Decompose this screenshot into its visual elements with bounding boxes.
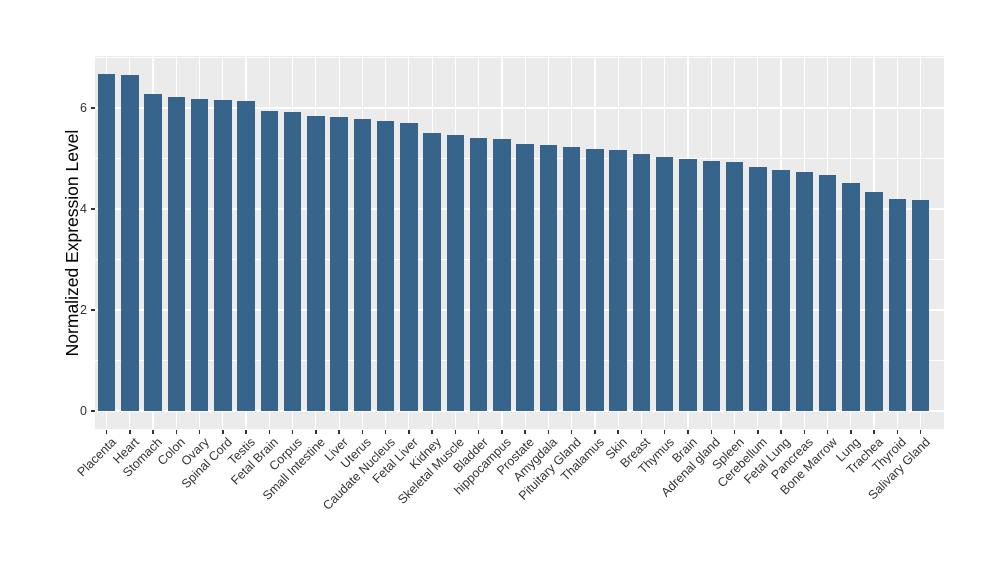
x-tick-mark [291, 429, 294, 434]
x-tick-mark [198, 429, 201, 434]
x-tick-mark [454, 429, 457, 434]
x-tick-mark [710, 429, 712, 434]
x-tick-mark [640, 429, 643, 434]
x-tick-mark [733, 429, 736, 434]
bar [423, 132, 441, 411]
bar [167, 97, 186, 411]
bar [516, 144, 534, 411]
bar [609, 150, 627, 411]
x-tick-mark [152, 429, 154, 434]
bar [97, 74, 116, 411]
x-tick-mark [570, 429, 573, 434]
x-tick-mark [617, 429, 619, 434]
bar [446, 135, 465, 411]
y-tick-mark [90, 107, 95, 109]
y-tick-label: 0 [80, 404, 87, 418]
x-tick-mark [245, 429, 247, 434]
bar [237, 100, 255, 411]
x-tick-mark [105, 429, 108, 434]
x-tick-mark [408, 429, 410, 434]
x-tick-mark [524, 429, 526, 434]
x-tick-mark [431, 429, 433, 434]
x-tick-mark [384, 429, 387, 434]
bar [469, 138, 488, 411]
x-tick-mark [919, 429, 922, 434]
plot-panel [95, 56, 944, 429]
bar [655, 157, 674, 411]
bar [679, 158, 697, 411]
x-tick-mark [501, 429, 503, 434]
y-tick-mark [90, 309, 95, 311]
x-tick-mark [687, 429, 689, 434]
x-tick-mark [757, 429, 759, 434]
bar [586, 149, 604, 411]
major-gridline [95, 410, 944, 412]
major-gridline [95, 107, 944, 109]
x-tick-mark [780, 429, 782, 434]
x-tick-mark [268, 429, 271, 434]
x-tick-mark [850, 429, 852, 434]
bar [888, 198, 907, 411]
x-tick-mark [594, 429, 596, 434]
x-tick-mark [477, 429, 480, 434]
bar [307, 116, 325, 411]
bar [795, 172, 814, 411]
bar [911, 200, 930, 411]
bar [376, 121, 395, 411]
bar [818, 175, 837, 411]
bar [144, 94, 162, 411]
bar [562, 146, 581, 411]
y-tick-mark [90, 410, 95, 412]
x-tick-mark [338, 429, 340, 434]
x-tick-mark [873, 429, 875, 434]
x-tick-mark [896, 429, 899, 434]
bar [330, 117, 348, 411]
y-tick-label: 4 [80, 202, 87, 216]
x-tick-mark [129, 429, 131, 434]
x-tick-mark [222, 429, 224, 434]
bar [865, 191, 883, 411]
x-tick-mark [175, 429, 178, 434]
bar [842, 183, 860, 411]
x-tick-mark [803, 429, 806, 434]
bar [632, 153, 651, 411]
x-tick-mark [547, 429, 550, 434]
x-tick-mark [826, 429, 829, 434]
bar [353, 118, 372, 411]
bar [400, 122, 418, 411]
bar [260, 111, 279, 411]
bar [539, 144, 558, 411]
x-tick-mark [663, 429, 666, 434]
bar [749, 167, 767, 411]
y-tick-label: 6 [80, 101, 87, 115]
bar [493, 139, 511, 411]
bar [772, 169, 790, 411]
bar [214, 100, 232, 411]
bar [702, 161, 720, 411]
bar [121, 75, 139, 411]
bar [725, 161, 744, 411]
bar [283, 112, 302, 411]
x-tick-mark [315, 429, 317, 434]
bar [190, 99, 209, 411]
x-tick-mark [361, 429, 364, 434]
minor-gridline [95, 57, 944, 58]
y-tick-label: 2 [80, 303, 87, 317]
y-tick-mark [90, 208, 95, 210]
